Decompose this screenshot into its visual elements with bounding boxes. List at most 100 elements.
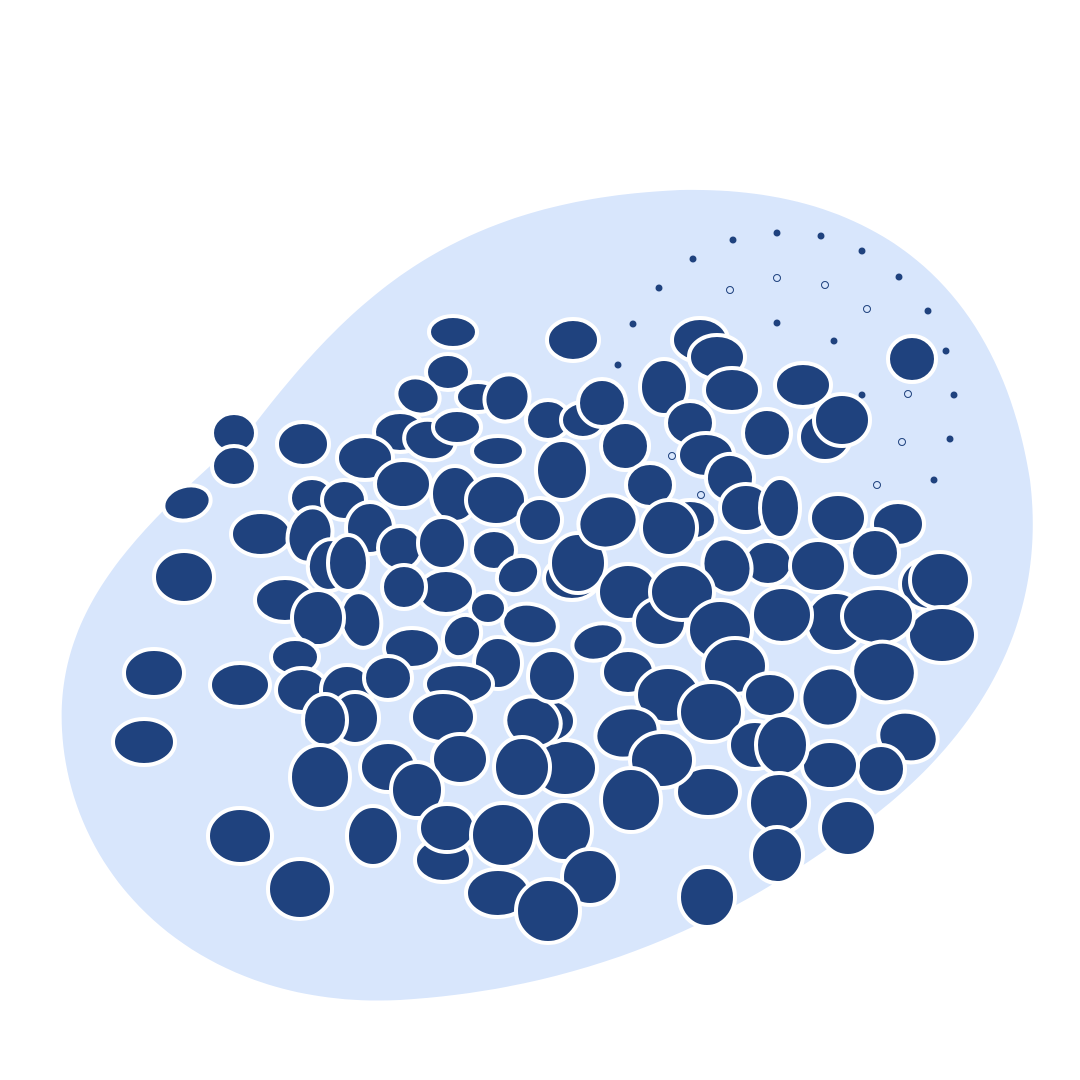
small-hollow-dot (726, 286, 734, 294)
small-dot (629, 320, 637, 328)
ellipse-mark (576, 377, 628, 429)
ellipse-mark (161, 483, 213, 523)
ellipse-mark (345, 804, 401, 868)
ellipse-mark (758, 476, 802, 540)
ellipse-mark (908, 550, 972, 610)
ellipse-mark (818, 798, 878, 858)
ellipse-mark (275, 420, 331, 468)
small-dot (830, 337, 838, 345)
small-dot (773, 319, 781, 327)
ellipse-mark (599, 766, 663, 834)
ellipse-mark (800, 739, 860, 791)
ellipse-mark (430, 732, 490, 786)
small-dot (614, 361, 622, 369)
ellipse-mark (431, 408, 483, 446)
small-dot (930, 476, 938, 484)
small-hollow-dot (863, 305, 871, 313)
small-dot (942, 347, 950, 355)
ellipse-mark (749, 825, 805, 885)
small-dot (950, 391, 958, 399)
ellipse-mark (638, 357, 690, 417)
ellipse-mark (747, 771, 811, 835)
small-dots-group (614, 229, 958, 499)
ellipse-mark (288, 743, 352, 811)
small-dot (858, 247, 866, 255)
ellipse-mark (754, 713, 810, 777)
ellipse-mark (417, 802, 477, 854)
ellipse-mark (380, 563, 428, 611)
ellipse-mark (469, 801, 537, 869)
ellipses-group (111, 314, 978, 945)
ellipse-mark (534, 438, 590, 502)
ellipse-mark (702, 366, 762, 414)
ellipse-mark (576, 493, 640, 551)
small-hollow-dot (873, 481, 881, 489)
ellipse-mark (516, 496, 564, 544)
ellipse-mark (210, 444, 258, 488)
ellipse-mark (677, 865, 737, 929)
ellipse-mark (514, 877, 582, 945)
ellipse-mark (741, 407, 793, 459)
ellipse-mark (468, 590, 508, 626)
ellipse-mark (808, 492, 868, 544)
ellipse-mark (122, 647, 186, 699)
ellipse-mark (424, 352, 472, 392)
ellipse-mark (427, 314, 479, 350)
ellipse-mark (840, 586, 916, 646)
ellipse-mark (570, 621, 626, 663)
ellipse-mark (849, 527, 901, 579)
ellipse-mark (886, 334, 938, 384)
small-dot (895, 273, 903, 281)
ellipse-mark (326, 533, 370, 593)
ellipse-mark (266, 857, 334, 921)
ellipse-mark (464, 473, 528, 527)
ellipse-mark (560, 847, 620, 907)
small-hollow-dot (697, 491, 705, 499)
ellipse-mark (152, 549, 216, 605)
small-hollow-dot (821, 281, 829, 289)
ellipse-mark (362, 654, 414, 702)
ellipse-mark (773, 361, 833, 409)
ellipse-mark (290, 588, 346, 648)
small-dot (924, 307, 932, 315)
ellipse-mark (111, 717, 177, 767)
ellipse-mark (482, 372, 532, 424)
ellipse-mark (677, 680, 745, 744)
ellipse-mark (373, 458, 433, 510)
ellipse-mark (599, 420, 651, 472)
ellipse-mark (526, 648, 578, 704)
ellipse-mark (855, 743, 907, 795)
ellipse-mark (301, 692, 349, 748)
ellipse-mark (812, 392, 872, 448)
small-dot (655, 284, 663, 292)
ellipse-mark (545, 317, 601, 363)
small-dot (946, 435, 954, 443)
ellipse-mark (639, 498, 699, 558)
ellipse-mark (494, 553, 542, 597)
ellipse-mark (470, 434, 526, 468)
ellipse-mark (206, 806, 274, 866)
ellipse-mark (208, 661, 272, 709)
small-hollow-dot (668, 452, 676, 460)
ellipse-mark (229, 510, 293, 558)
ellipse-mark (492, 735, 552, 799)
ellipse-mark (906, 605, 978, 665)
ellipse-mark (799, 665, 861, 729)
small-hollow-dot (898, 438, 906, 446)
small-dot (689, 255, 697, 263)
ellipse-mark (850, 639, 918, 705)
small-hollow-dot (773, 274, 781, 282)
ellipse-mark (742, 671, 798, 719)
ellipse-mark (534, 799, 594, 863)
small-dot (729, 236, 737, 244)
small-hollow-dot (904, 390, 912, 398)
ellipse-mark (416, 515, 468, 571)
small-dot (773, 229, 781, 237)
small-dot (817, 232, 825, 240)
ellipse-mark (788, 538, 848, 594)
small-dot (858, 391, 866, 399)
ellipse-mark (674, 765, 742, 819)
ellipse-mark (750, 585, 814, 645)
ellipse-mark (389, 760, 445, 820)
